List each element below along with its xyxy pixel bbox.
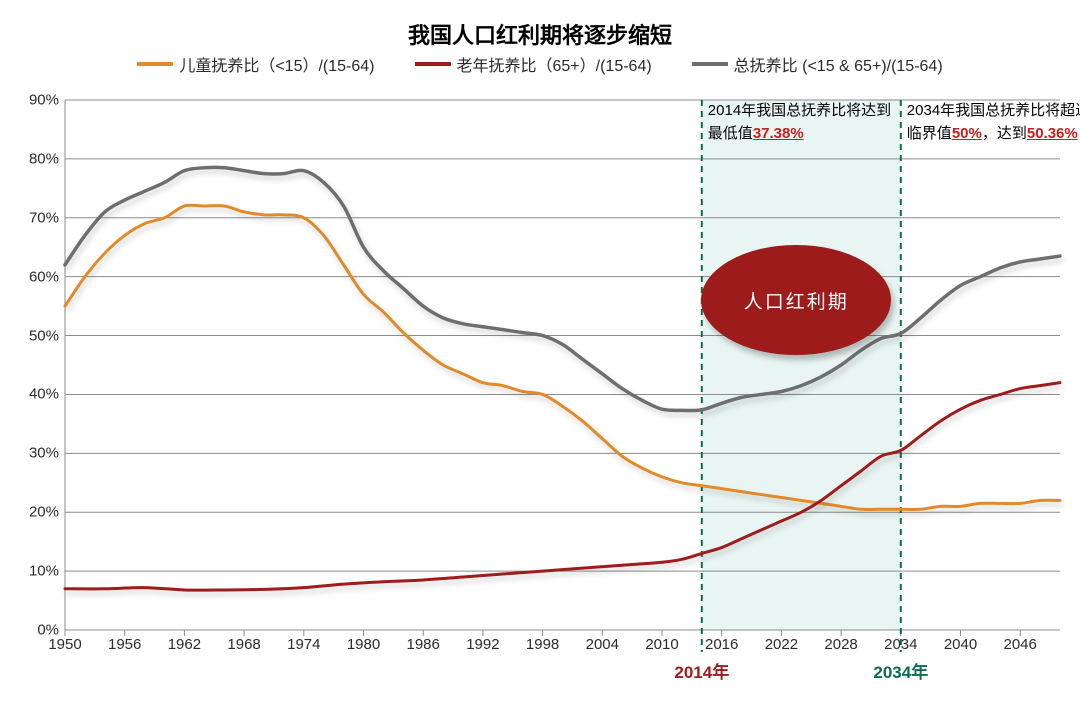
- y-tick-label: 10%: [29, 563, 65, 580]
- y-tick-label: 50%: [29, 327, 65, 344]
- legend-item-child: 儿童抚养比（<15）/(15-64): [137, 52, 374, 76]
- legend-swatch-total: [692, 62, 728, 66]
- event-year-label: 2034年: [873, 630, 928, 683]
- legend-swatch-elderly: [415, 62, 451, 66]
- x-tick-label: 1968: [227, 630, 260, 653]
- legend-label-child: 儿童抚养比（<15）/(15-64): [179, 52, 374, 76]
- x-tick-label: 1980: [347, 630, 380, 653]
- series-line-elderly: [65, 383, 1060, 590]
- y-tick-label: 30%: [29, 445, 65, 462]
- x-tick-label: 1974: [287, 630, 320, 653]
- chart-title: 我国人口红利期将逐步缩短: [0, 18, 1080, 50]
- series-line-total: [65, 167, 1060, 410]
- x-tick-label: 2040: [944, 630, 977, 653]
- x-tick-label: 1962: [168, 630, 201, 653]
- bonus-period-label: 人口红利期: [744, 287, 849, 314]
- x-tick-label: 1992: [466, 630, 499, 653]
- x-tick-label: 1998: [526, 630, 559, 653]
- y-tick-label: 60%: [29, 268, 65, 285]
- legend-label-total: 总抚养比 (<15 & 65+)/(15-64): [734, 52, 943, 76]
- legend: 儿童抚养比（<15）/(15-64) 老年抚养比（65+）/(15-64) 总抚…: [0, 52, 1080, 76]
- chart-svg: [65, 100, 1060, 630]
- y-tick-label: 20%: [29, 504, 65, 521]
- x-tick-label: 2004: [586, 630, 619, 653]
- legend-swatch-child: [137, 62, 173, 66]
- x-tick-label: 1956: [108, 630, 141, 653]
- series-line-child: [65, 205, 1060, 509]
- y-tick-label: 40%: [29, 386, 65, 403]
- event-year-label: 2014年: [674, 630, 729, 683]
- y-tick-label: 90%: [29, 92, 65, 109]
- x-tick-label: 2028: [824, 630, 857, 653]
- anno-2014: 2014年我国总抚养比将达到最低值37.38%: [708, 100, 903, 145]
- x-tick-label: 2022: [765, 630, 798, 653]
- x-tick-label: 1950: [48, 630, 81, 653]
- legend-item-elderly: 老年抚养比（65+）/(15-64): [415, 52, 652, 76]
- bonus-period-oval: 人口红利期: [701, 245, 891, 355]
- anno-2034: 2034年我国总抚养比将超过临界值50%，达到50.36%: [907, 100, 1080, 145]
- x-tick-label: 1986: [407, 630, 440, 653]
- chart-area: 人口红利期 0%10%20%30%40%50%60%70%80%90%19501…: [65, 100, 1060, 630]
- legend-label-elderly: 老年抚养比（65+）/(15-64): [457, 52, 652, 76]
- legend-item-total: 总抚养比 (<15 & 65+)/(15-64): [692, 52, 943, 76]
- y-tick-label: 70%: [29, 209, 65, 226]
- x-tick-label: 2046: [1004, 630, 1037, 653]
- y-tick-label: 80%: [29, 150, 65, 167]
